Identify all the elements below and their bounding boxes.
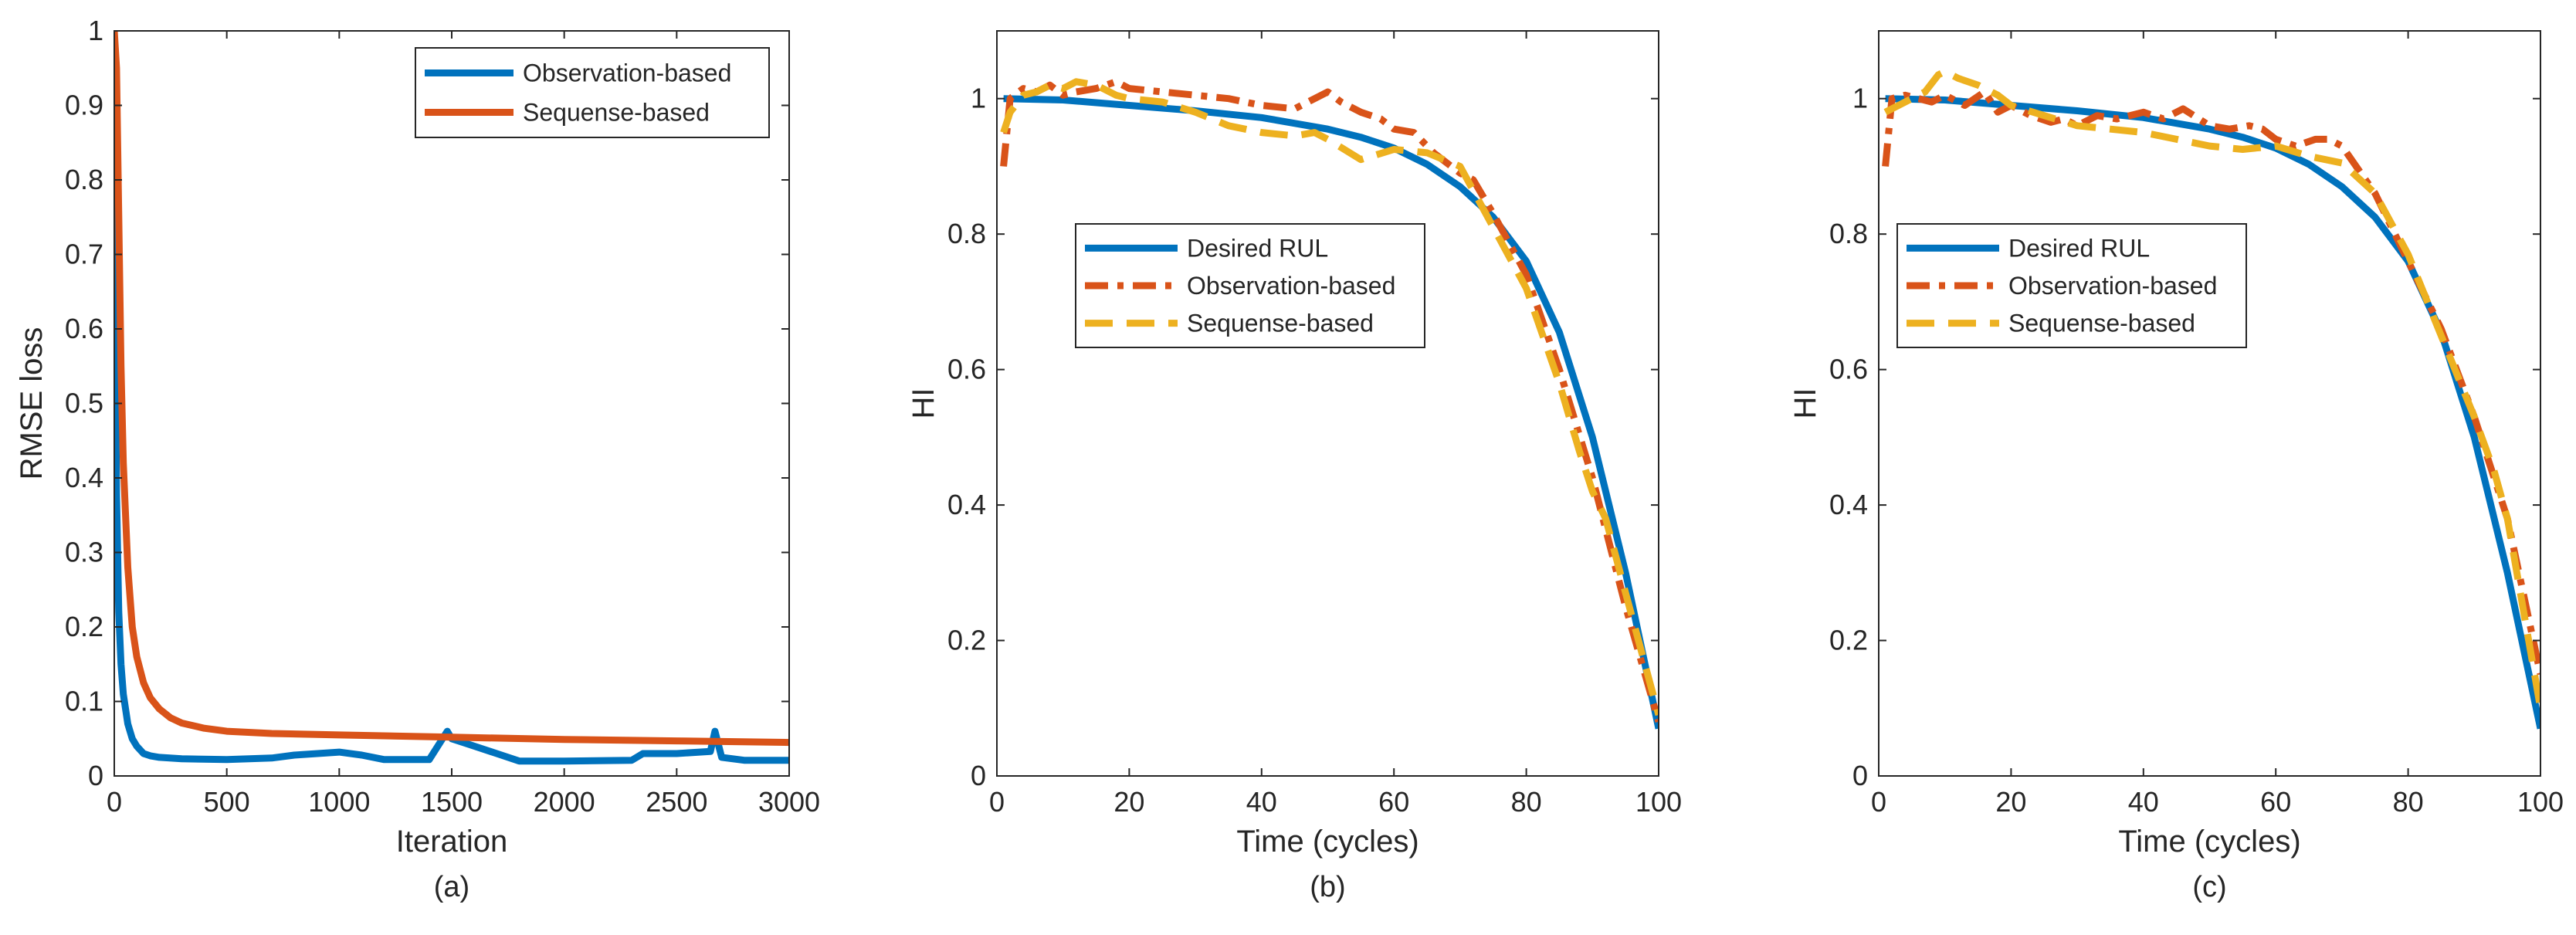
y-tick-label: 0.6 bbox=[65, 313, 103, 344]
x-axis-label: Time (cycles) bbox=[1236, 825, 1418, 859]
y-tick-label: 0.4 bbox=[1829, 489, 1868, 520]
y-tick-label: 0.5 bbox=[65, 388, 103, 419]
x-tick-label: 100 bbox=[2517, 786, 2564, 818]
plot-area bbox=[997, 31, 1659, 776]
x-tick-label: 500 bbox=[204, 786, 250, 818]
legend-label: Sequense-based bbox=[523, 99, 710, 127]
legend-box bbox=[415, 47, 770, 138]
y-tick-label: 0.8 bbox=[1829, 218, 1868, 249]
series-group bbox=[1000, 78, 1659, 730]
x-tick-label: 80 bbox=[1511, 786, 1542, 818]
y-tick-label: 0.7 bbox=[65, 239, 103, 270]
x-tick-label: 0 bbox=[1871, 786, 1886, 818]
y-axis-label: RMSE loss bbox=[15, 327, 49, 480]
y-tick-label: 0 bbox=[88, 760, 103, 791]
chart-panel-2: 0 20 40 60 80 100 0 0.2 0.4 0.6 0.8 1 Time (cycles) H… bbox=[907, 30, 1682, 903]
x-tick-label: 2000 bbox=[534, 786, 595, 818]
y-tick-label: 0.2 bbox=[947, 625, 986, 656]
y-tick-label: 1 bbox=[88, 15, 103, 46]
x-tick-label: 0 bbox=[107, 786, 122, 818]
y-tick-label: 0.9 bbox=[65, 90, 103, 121]
x-tick-label: 80 bbox=[2393, 786, 2424, 818]
legend-label: Observation-based bbox=[2008, 272, 2217, 300]
x-tick-label: 40 bbox=[1246, 786, 1277, 818]
y-tick-label: 0.3 bbox=[65, 537, 103, 568]
chart-panel-3: 0 20 40 60 80 100 0 0.2 0.4 0.6 0.8 1 Time (cycles) H… bbox=[1788, 30, 2564, 903]
series-line-sequense-based bbox=[1883, 68, 2540, 710]
y-tick-label: 0.4 bbox=[947, 489, 986, 520]
x-tick-label: 40 bbox=[2128, 786, 2159, 818]
plot-area bbox=[114, 31, 789, 776]
x-tick-label: 1000 bbox=[308, 786, 370, 818]
legend-label: Observation-based bbox=[1187, 272, 1395, 300]
y-tick-label: 0.8 bbox=[65, 164, 103, 195]
legend-label: Sequense-based bbox=[1187, 310, 1374, 337]
y-tick-label: 1 bbox=[971, 83, 986, 114]
x-tick-label: 20 bbox=[1995, 786, 2026, 818]
legend: Observation-based Sequense-based bbox=[415, 47, 770, 138]
x-tick-label: 3000 bbox=[758, 786, 820, 818]
x-tick-label: 100 bbox=[1635, 786, 1682, 818]
x-tick-label: 2500 bbox=[646, 786, 707, 818]
y-tick-label: 0 bbox=[1852, 760, 1868, 791]
x-axis-label: Time (cycles) bbox=[2118, 825, 2300, 859]
legend-label: Desired RUL bbox=[2008, 234, 2150, 262]
y-axis-label: HI bbox=[907, 388, 941, 419]
y-tick-label: 0.2 bbox=[65, 611, 103, 642]
legend: Desired RUL Observation-based Sequense-bas… bbox=[1896, 223, 2247, 348]
y-tick-label: 0.4 bbox=[65, 462, 103, 493]
series-line-desired-rul bbox=[1885, 95, 2540, 730]
plot-area bbox=[1879, 31, 2540, 776]
y-tick-label: 0.2 bbox=[1829, 625, 1868, 656]
legend-label: Sequense-based bbox=[2008, 310, 2195, 337]
axes-box bbox=[996, 30, 1659, 777]
series-line-observation-based bbox=[114, 202, 789, 765]
y-tick-label: 0.6 bbox=[1829, 354, 1868, 385]
series-line-observation-based bbox=[1882, 88, 2540, 676]
x-tick-label: 60 bbox=[1378, 786, 1409, 818]
y-tick-label: 0.1 bbox=[65, 686, 103, 717]
y-tick-label: 0.8 bbox=[947, 218, 986, 249]
subfigure-caption: (c) bbox=[2192, 871, 2226, 903]
series-group bbox=[1882, 68, 2540, 730]
legend: Desired RUL Observation-based Sequense-bas… bbox=[1075, 223, 1425, 348]
legend-label: Desired RUL bbox=[1187, 234, 1328, 262]
y-tick-label: 0.6 bbox=[947, 354, 986, 385]
series-line-sequense-based bbox=[114, 31, 789, 747]
y-axis-label: HI bbox=[1788, 388, 1822, 419]
x-tick-label: 1500 bbox=[421, 786, 483, 818]
subfigure-caption: (a) bbox=[434, 871, 469, 903]
x-tick-label: 60 bbox=[2260, 786, 2291, 818]
y-tick-label: 0 bbox=[971, 760, 986, 791]
series-line-desired-rul bbox=[1003, 95, 1659, 730]
x-tick-label: 0 bbox=[989, 786, 1005, 818]
series-group bbox=[114, 31, 789, 765]
y-tick-label: 1 bbox=[1852, 83, 1868, 114]
x-tick-label: 20 bbox=[1113, 786, 1144, 818]
series-line-sequense-based bbox=[1000, 78, 1659, 716]
x-axis-label: Iteration bbox=[396, 825, 508, 859]
series-line-observation-based bbox=[1000, 78, 1659, 723]
legend-label: Observation-based bbox=[523, 59, 731, 87]
axes-box bbox=[1878, 30, 2541, 777]
subfigure-caption: (b) bbox=[1310, 871, 1345, 903]
chart-panel-1: 0 500 1000 1500 2000 2500 3000 0 0.1 0.2 0.3 0.4 0.5… bbox=[15, 15, 820, 903]
